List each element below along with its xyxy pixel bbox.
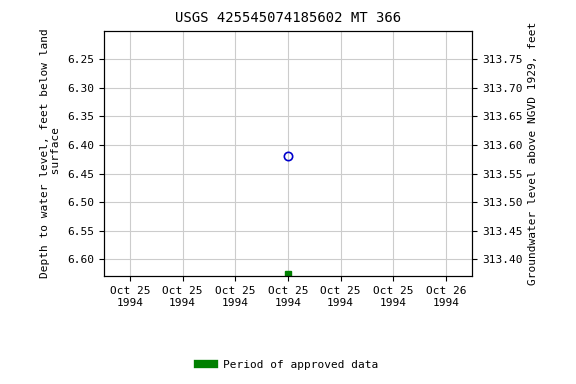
Y-axis label: Depth to water level, feet below land
 surface: Depth to water level, feet below land su… [40,29,62,278]
Legend: Period of approved data: Period of approved data [193,355,383,374]
Y-axis label: Groundwater level above NGVD 1929, feet: Groundwater level above NGVD 1929, feet [528,22,538,285]
Title: USGS 425545074185602 MT 366: USGS 425545074185602 MT 366 [175,12,401,25]
